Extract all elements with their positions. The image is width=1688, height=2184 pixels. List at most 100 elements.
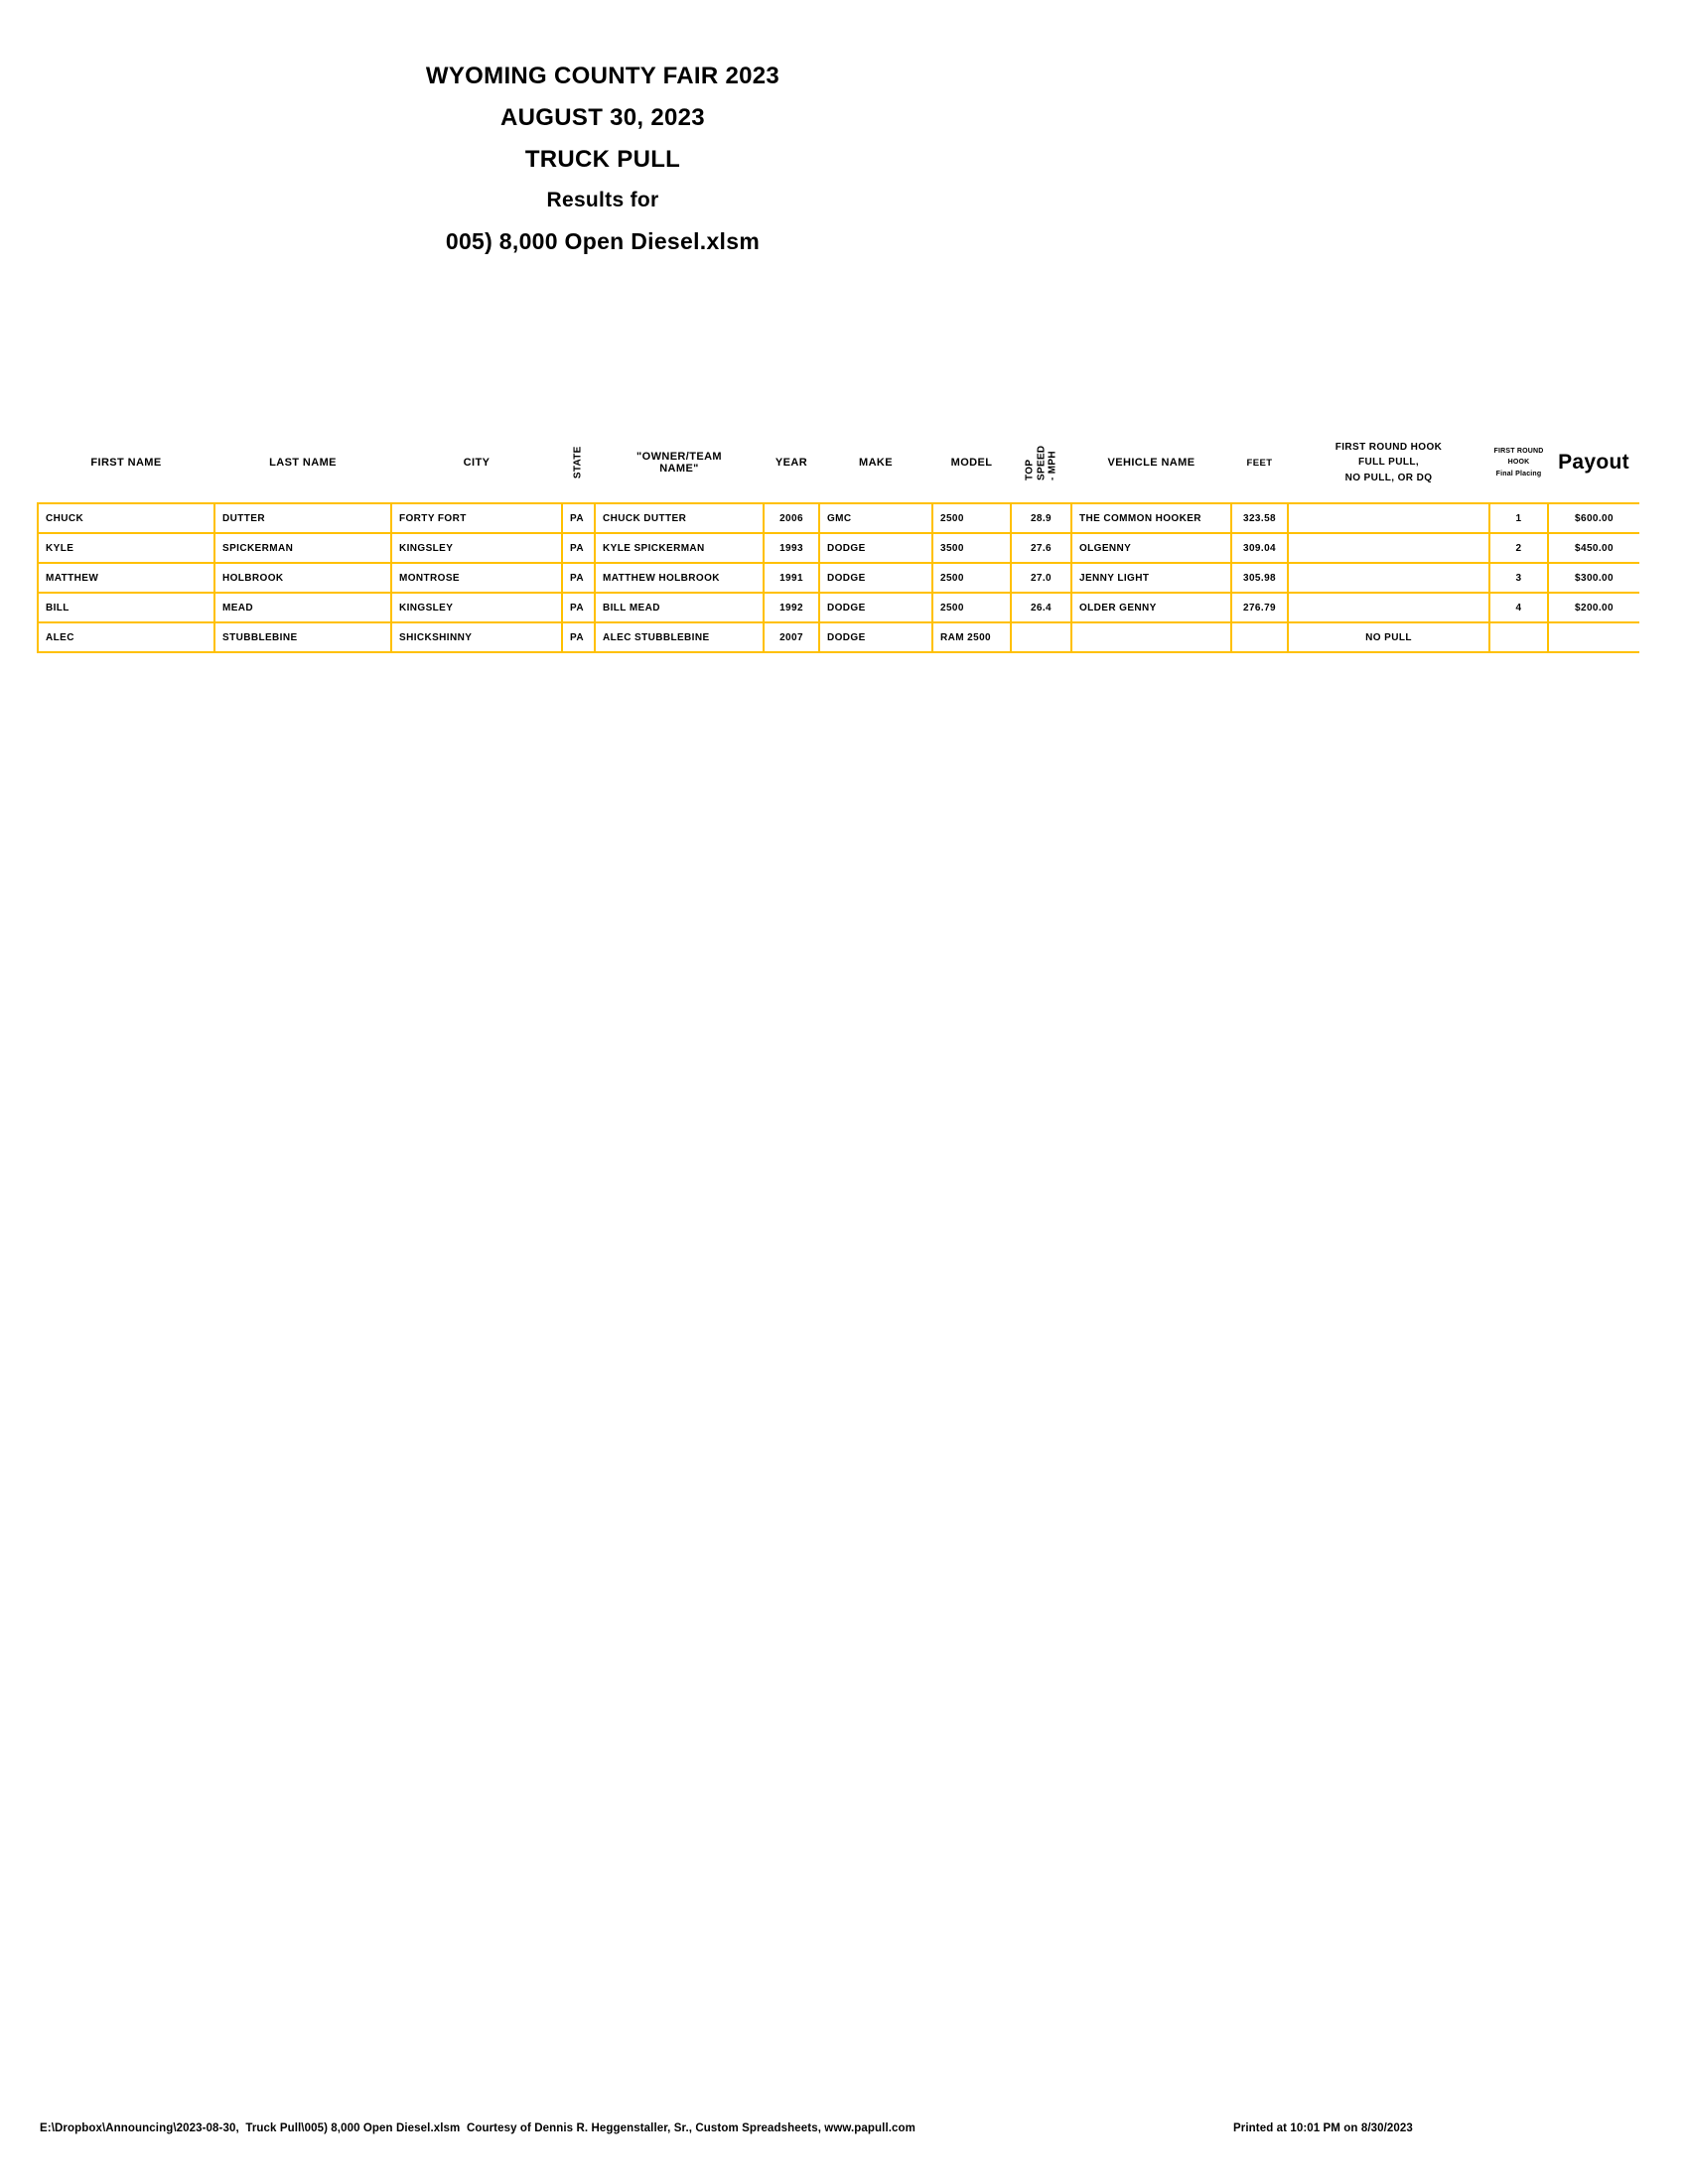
cell-state: PA [561,592,596,623]
cell-year: 1993 [763,532,820,564]
cell-first-name: CHUCK [37,502,215,534]
cell-first-name: BILL [37,592,215,623]
cell-last-name: SPICKERMAN [213,532,392,564]
cell-owner-team: KYLE SPICKERMAN [594,532,765,564]
header-feet: FEET [1246,457,1273,469]
header-vehicle-name: VEHICLE NAME [1107,457,1196,469]
cell-vehicle-name: THE COMMON HOOKER [1070,502,1232,534]
footer-printed-timestamp: Printed at 10:01 PM on 8/30/2023 [1233,2122,1413,2134]
cell-owner-team: ALEC STUBBLEBINE [594,621,765,653]
cell-city: KINGSLEY [390,592,563,623]
cell-payout: $200.00 [1547,592,1639,623]
header-make: MAKE [859,457,893,469]
header-payout: Payout [1558,451,1629,474]
cell-make: DODGE [818,532,933,564]
cell-first-round-hook [1287,502,1490,534]
header-city: CITY [463,457,491,469]
header-top-speed: TOP SPEED - MPH [1011,423,1071,503]
cell-final-placing: 1 [1488,502,1549,534]
cell-first-round-hook: NO PULL [1287,621,1490,653]
cell-vehicle-name: OLGENNY [1070,532,1232,564]
cell-owner-team: BILL MEAD [594,592,765,623]
cell-model: 2500 [931,592,1012,623]
cell-payout [1547,621,1639,653]
cell-state: PA [561,562,596,594]
table-row: ALEC STUBBLEBINE SHICKSHINNY PA ALEC STU… [37,621,1639,653]
cell-feet [1230,621,1289,653]
cell-final-placing: 4 [1488,592,1549,623]
cell-year: 2006 [763,502,820,534]
cell-last-name: MEAD [213,592,392,623]
table-header-row: FIRST NAME LAST NAME CITY STATE "OWNER/T… [38,423,1639,503]
cell-final-placing: 3 [1488,562,1549,594]
header-state: STATE [562,423,595,503]
cell-make: DODGE [818,562,933,594]
cell-first-round-hook [1287,592,1490,623]
cell-payout: $300.00 [1547,562,1639,594]
cell-year: 1991 [763,562,820,594]
footer-file-path: E:\Dropbox\Announcing\2023-08-30, Truck … [40,2122,915,2134]
header-top-speed-label: TOP SPEED - MPH [1024,445,1058,480]
cell-model: 3500 [931,532,1012,564]
cell-state: PA [561,621,596,653]
title-date: AUGUST 30, 2023 [500,104,705,131]
cell-feet: 309.04 [1230,532,1289,564]
cell-top-speed: 27.0 [1010,562,1072,594]
table-row: CHUCK DUTTER FORTY FORT PA CHUCK DUTTER … [37,502,1639,534]
cell-payout: $450.00 [1547,532,1639,564]
cell-vehicle-name: OLDER GENNY [1070,592,1232,623]
title-event: WYOMING COUNTY FAIR 2023 [425,63,780,89]
cell-state: PA [561,532,596,564]
cell-last-name: DUTTER [213,502,392,534]
header-model: MODEL [950,457,993,469]
table-row: KYLE SPICKERMAN KINGSLEY PA KYLE SPICKER… [37,532,1639,564]
title-filename: 005) 8,000 Open Diesel.xlsm [445,228,761,254]
document-title-block: WYOMING COUNTY FAIR 2023 AUGUST 30, 2023… [0,56,1205,262]
cell-year: 2007 [763,621,820,653]
cell-state: PA [561,502,596,534]
cell-feet: 323.58 [1230,502,1289,534]
header-state-label: STATE [572,446,584,479]
header-last-name: LAST NAME [269,457,337,469]
cell-top-speed: 28.9 [1010,502,1072,534]
cell-city: SHICKSHINNY [390,621,563,653]
cell-make: DODGE [818,621,933,653]
cell-city: FORTY FORT [390,502,563,534]
cell-payout: $600.00 [1547,502,1639,534]
cell-model: 2500 [931,562,1012,594]
cell-first-round-hook [1287,562,1490,594]
cell-year: 1992 [763,592,820,623]
cell-top-speed [1010,621,1072,653]
cell-first-name: MATTHEW [37,562,215,594]
cell-make: GMC [818,502,933,534]
cell-last-name: STUBBLEBINE [213,621,392,653]
header-first-name: FIRST NAME [90,457,162,469]
cell-city: MONTROSE [390,562,563,594]
title-category: TRUCK PULL [524,146,681,173]
cell-vehicle-name [1070,621,1232,653]
results-table: FIRST NAME LAST NAME CITY STATE "OWNER/T… [37,423,1639,653]
header-owner-team-name: "OWNER/TEAM NAME" [636,451,722,475]
cell-feet: 276.79 [1230,592,1289,623]
title-results-for: Results for [546,189,659,211]
cell-last-name: HOLBROOK [213,562,392,594]
cell-model: 2500 [931,502,1012,534]
header-year: YEAR [774,457,808,469]
cell-top-speed: 26.4 [1010,592,1072,623]
table-row: MATTHEW HOLBROOK MONTROSE PA MATTHEW HOL… [37,562,1639,594]
cell-city: KINGSLEY [390,532,563,564]
cell-final-placing: 2 [1488,532,1549,564]
header-first-round-hook: FIRST ROUND HOOK FULL PULL, NO PULL, OR … [1335,441,1443,483]
table-row: BILL MEAD KINGSLEY PA BILL MEAD 1992 DOD… [37,592,1639,623]
cell-final-placing [1488,621,1549,653]
cell-vehicle-name: JENNY LIGHT [1070,562,1232,594]
cell-first-round-hook [1287,532,1490,564]
cell-owner-team: CHUCK DUTTER [594,502,765,534]
cell-owner-team: MATTHEW HOLBROOK [594,562,765,594]
cell-make: DODGE [818,592,933,623]
cell-first-name: ALEC [37,621,215,653]
cell-top-speed: 27.6 [1010,532,1072,564]
cell-model: RAM 2500 [931,621,1012,653]
cell-feet: 305.98 [1230,562,1289,594]
